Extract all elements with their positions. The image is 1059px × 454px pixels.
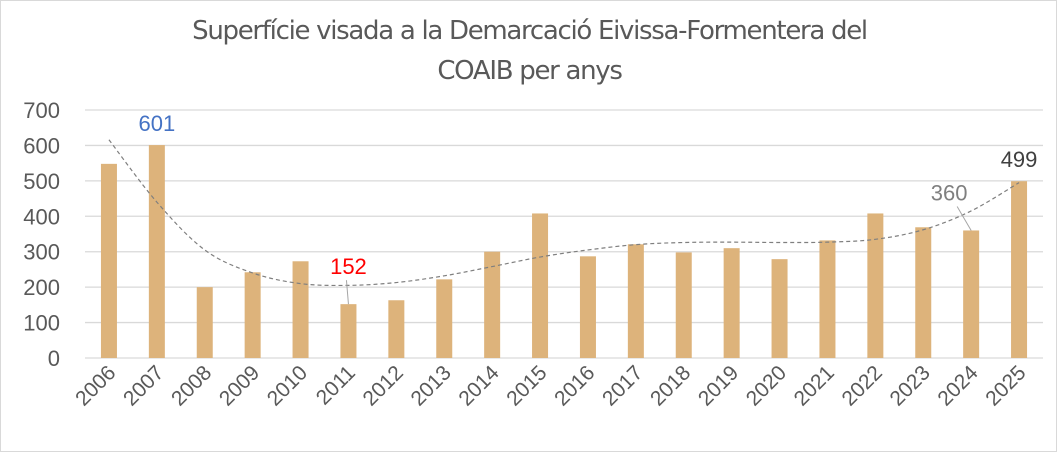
x-tick-label: 2022 [838, 361, 887, 410]
y-tick-label: 300 [23, 240, 60, 265]
bar-2018 [675, 252, 692, 358]
chart-title-line-2: COAIB per anys [437, 56, 623, 86]
y-tick-label: 700 [23, 98, 60, 123]
y-tick-label: 200 [23, 275, 60, 300]
y-tick-label: 0 [48, 346, 60, 371]
x-tick-label: 2008 [167, 361, 216, 410]
leader-line-2011 [345, 280, 349, 305]
x-tick-label: 2011 [312, 361, 360, 409]
data-label-2011: 152 [330, 254, 367, 279]
x-tick-label: 2015 [502, 361, 551, 410]
x-tick-label: 2025 [981, 361, 1030, 410]
x-tick-label: 2014 [454, 361, 504, 411]
x-tick-label: 2024 [933, 361, 983, 411]
x-tick-label: 2012 [359, 361, 408, 410]
gridlines [85, 109, 1043, 359]
x-tick-label: 2010 [263, 361, 312, 410]
x-tick-label: 2013 [406, 361, 455, 410]
y-tick-label: 500 [23, 169, 60, 194]
data-label-2024: 360 [931, 180, 968, 205]
y-axis: 0 100 200 300 400 500 600 700 [23, 98, 60, 371]
y-tick-label: 400 [23, 204, 60, 229]
bar-2021 [819, 240, 836, 358]
bars [100, 145, 1028, 358]
trendline-path [108, 139, 1020, 287]
bar-2011 [340, 304, 357, 358]
bar-2013 [436, 279, 453, 358]
x-tick-label: 2006 [71, 361, 120, 410]
bar-2025 [1011, 181, 1028, 358]
y-tick-label: 600 [23, 133, 60, 158]
x-tick-label: 2007 [119, 361, 168, 410]
data-label-2025: 499 [1001, 147, 1038, 172]
x-tick-label: 2023 [885, 361, 934, 410]
bar-2006 [100, 163, 117, 358]
leader-line-2024 [956, 206, 972, 231]
data-label-2007: 601 [138, 111, 175, 136]
x-tick-label: 2016 [550, 361, 599, 410]
x-tick-label: 2019 [694, 361, 743, 410]
bar-2007 [148, 145, 165, 358]
bar-2009 [244, 272, 261, 358]
x-tick-label: 2017 [598, 361, 647, 410]
bar-2012 [388, 300, 405, 358]
chart-title-line-1: Superfície visada a la Demarcació Eiviss… [192, 16, 868, 46]
trendline [108, 139, 1020, 287]
x-tick-label: 2009 [215, 361, 264, 410]
x-tick-label: 2018 [646, 361, 695, 410]
x-tick-label: 2020 [742, 361, 791, 410]
bar-2024 [963, 230, 980, 358]
bar-2022 [867, 213, 884, 358]
bar-2019 [723, 248, 740, 358]
bar-2020 [771, 259, 788, 358]
bar-2014 [484, 251, 501, 358]
bar-2023 [915, 227, 932, 358]
data-labels: 601 152 360 499 [138, 111, 1038, 305]
bar-2015 [532, 213, 549, 358]
bar-2017 [627, 244, 644, 358]
x-tick-label: 2021 [790, 361, 839, 410]
y-tick-label: 100 [23, 311, 60, 336]
bar-2010 [292, 261, 309, 358]
bar-2016 [579, 256, 596, 358]
bar-2008 [196, 287, 213, 358]
